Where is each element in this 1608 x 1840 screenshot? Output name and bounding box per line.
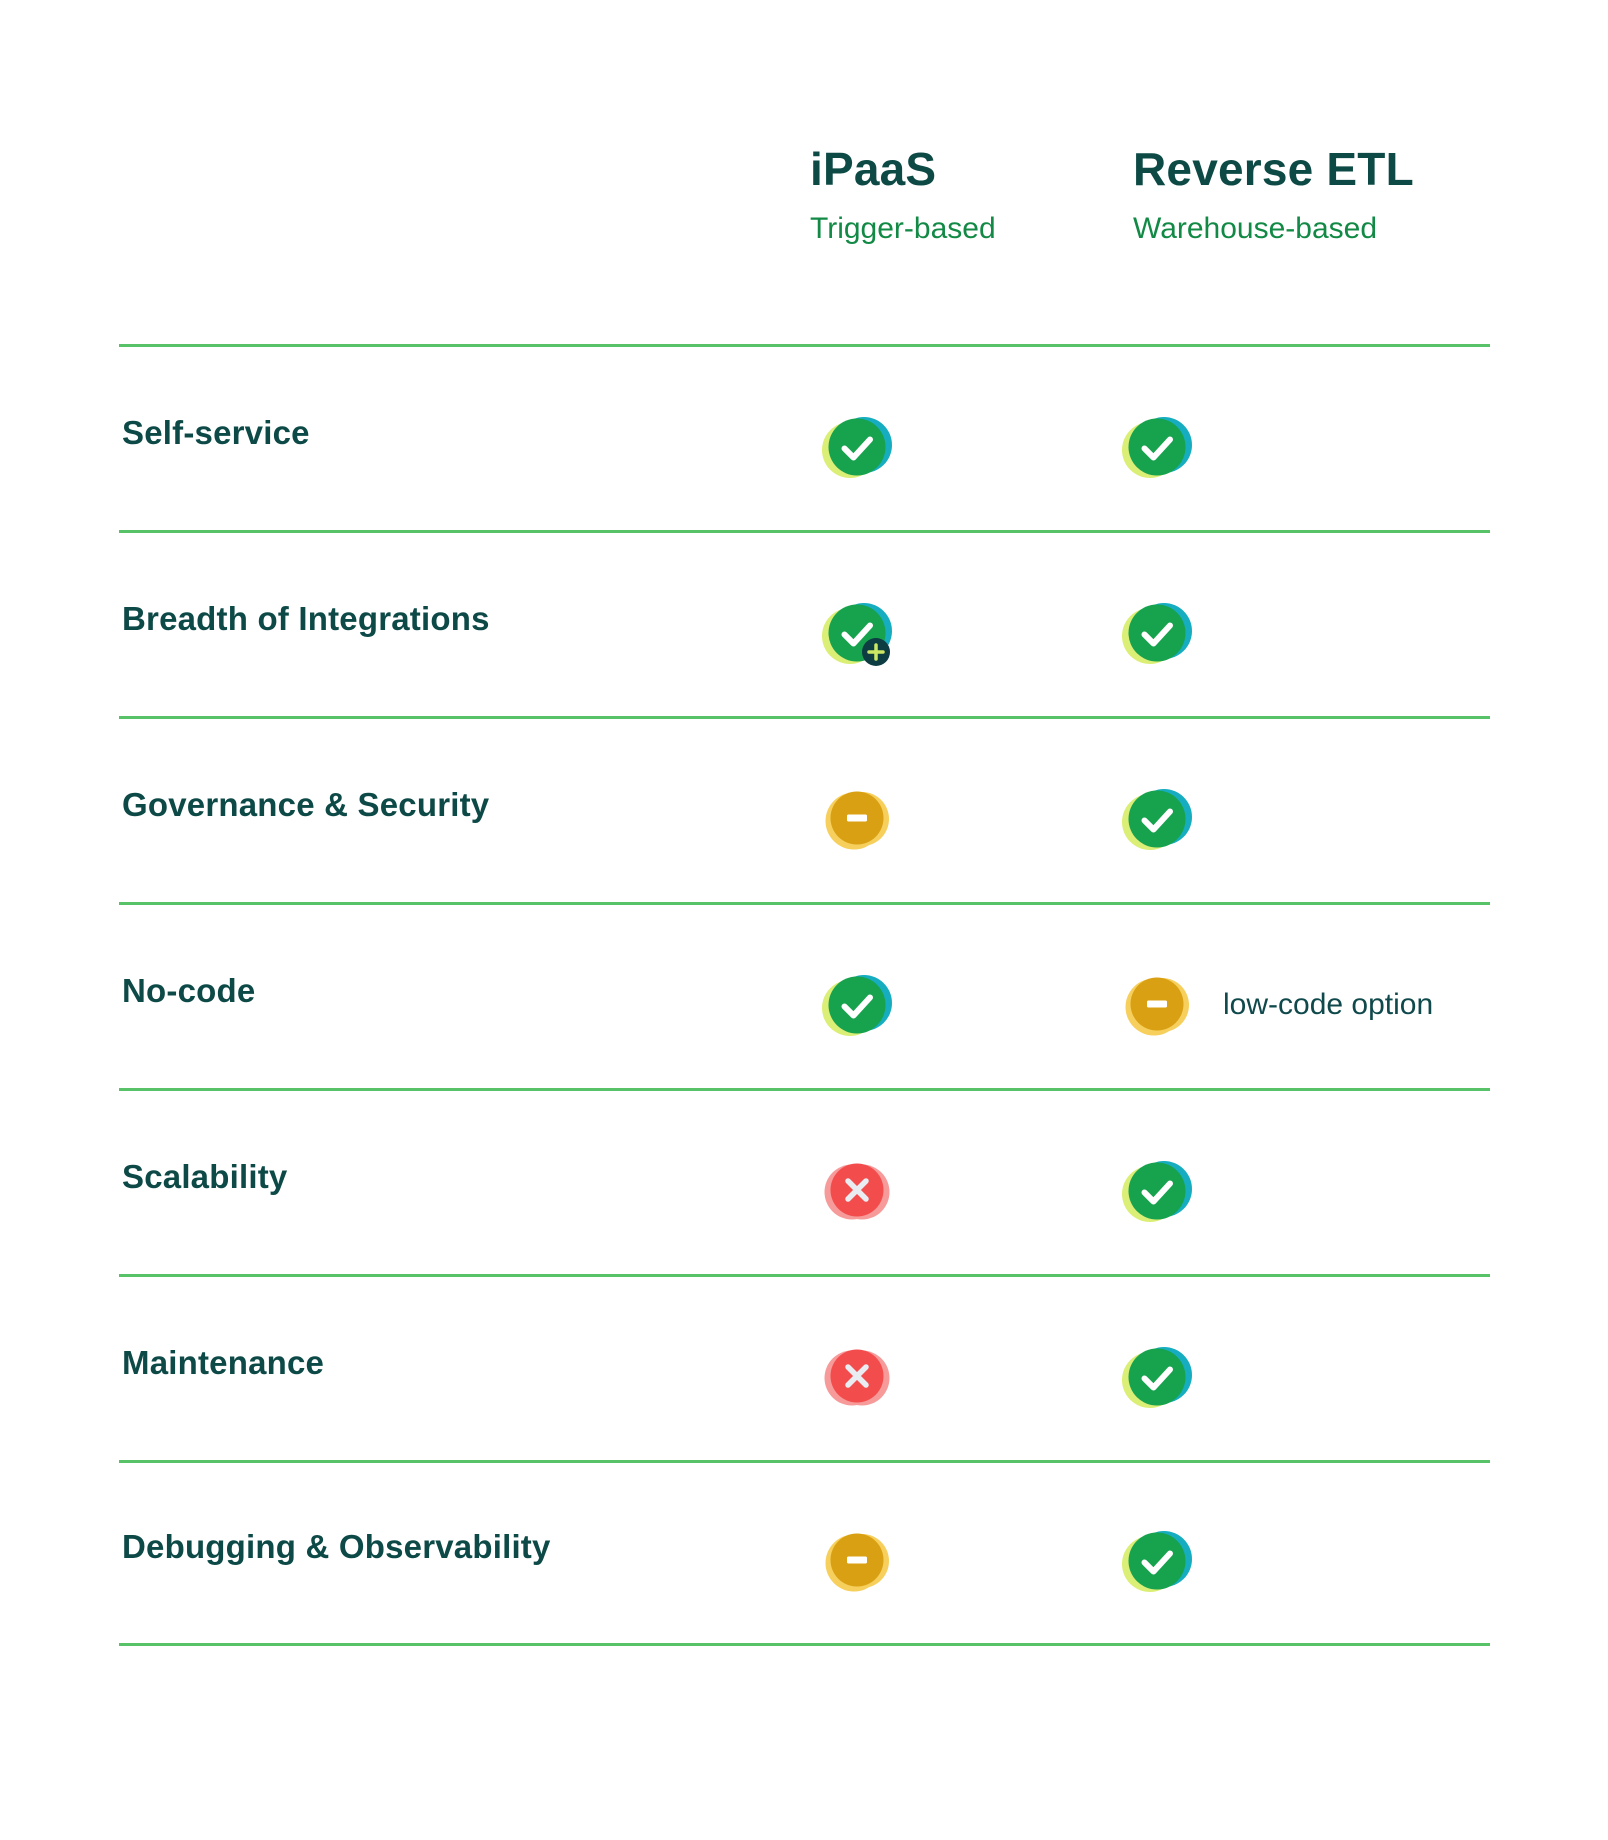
table-row-breadth-of-integrations: Breadth of Integrations — [119, 530, 1490, 716]
reverse-etl-cell — [1122, 533, 1192, 716]
reverse-etl-cell — [1122, 1277, 1192, 1460]
column-header-reverse-etl: Reverse ETL Warehouse-based — [1133, 146, 1414, 244]
row-label: No-code — [122, 971, 256, 1009]
cross-icon — [824, 1345, 890, 1409]
row-label: Breadth of Integrations — [122, 599, 490, 637]
table-row-governance-security: Governance & Security — [119, 716, 1490, 902]
ipaas-cell — [824, 1091, 890, 1274]
minus-icon — [1125, 973, 1189, 1037]
cross-icon — [824, 1159, 890, 1223]
row-label: Governance & Security — [122, 785, 490, 823]
reverse-etl-subtitle: Warehouse-based — [1133, 212, 1378, 245]
ipaas-subtitle: Trigger-based — [810, 212, 996, 245]
table-row-maintenance: Maintenance — [119, 1274, 1490, 1460]
reverse-etl-cell: low-code option — [1125, 905, 1433, 1088]
check-icon — [822, 415, 892, 479]
check-icon — [822, 973, 892, 1037]
reverse-etl-title: Reverse ETL — [1133, 143, 1414, 195]
ipaas-cell — [824, 1277, 890, 1460]
check-icon — [1122, 1529, 1192, 1593]
table-row-scalability: Scalability — [119, 1088, 1490, 1274]
comparison-table: Self-service Breadth of Integrations Gov… — [119, 344, 1490, 1646]
table-row-no-code: No-code low-code option — [119, 902, 1490, 1088]
row-label: Self-service — [122, 413, 310, 451]
column-header-ipaas: iPaaS Trigger-based — [810, 146, 996, 244]
check-icon — [1122, 1345, 1192, 1409]
ipaas-cell — [822, 347, 892, 530]
check-icon — [1122, 415, 1192, 479]
table-row-self-service: Self-service — [119, 344, 1490, 530]
ipaas-title: iPaaS — [810, 143, 937, 195]
reverse-etl-cell — [1122, 1091, 1192, 1274]
minus-icon — [825, 1529, 889, 1593]
reverse-etl-cell — [1122, 1463, 1192, 1643]
ipaas-cell — [825, 719, 889, 902]
ipaas-cell — [822, 533, 892, 716]
check-icon — [1122, 601, 1192, 665]
ipaas-cell — [825, 1463, 889, 1643]
row-label: Debugging & Observability — [122, 1528, 551, 1565]
check-plus-icon — [822, 601, 892, 666]
reverse-etl-cell — [1122, 347, 1192, 530]
ipaas-cell — [822, 905, 892, 1088]
reverse-etl-cell — [1122, 719, 1192, 902]
check-icon — [1122, 787, 1192, 851]
minus-icon — [825, 787, 889, 851]
table-row-debugging-observability: Debugging & Observability — [119, 1460, 1490, 1646]
row-label: Maintenance — [122, 1343, 325, 1381]
cell-note: low-code option — [1223, 987, 1434, 1021]
row-label: Scalability — [122, 1157, 288, 1195]
check-icon — [1122, 1159, 1192, 1223]
